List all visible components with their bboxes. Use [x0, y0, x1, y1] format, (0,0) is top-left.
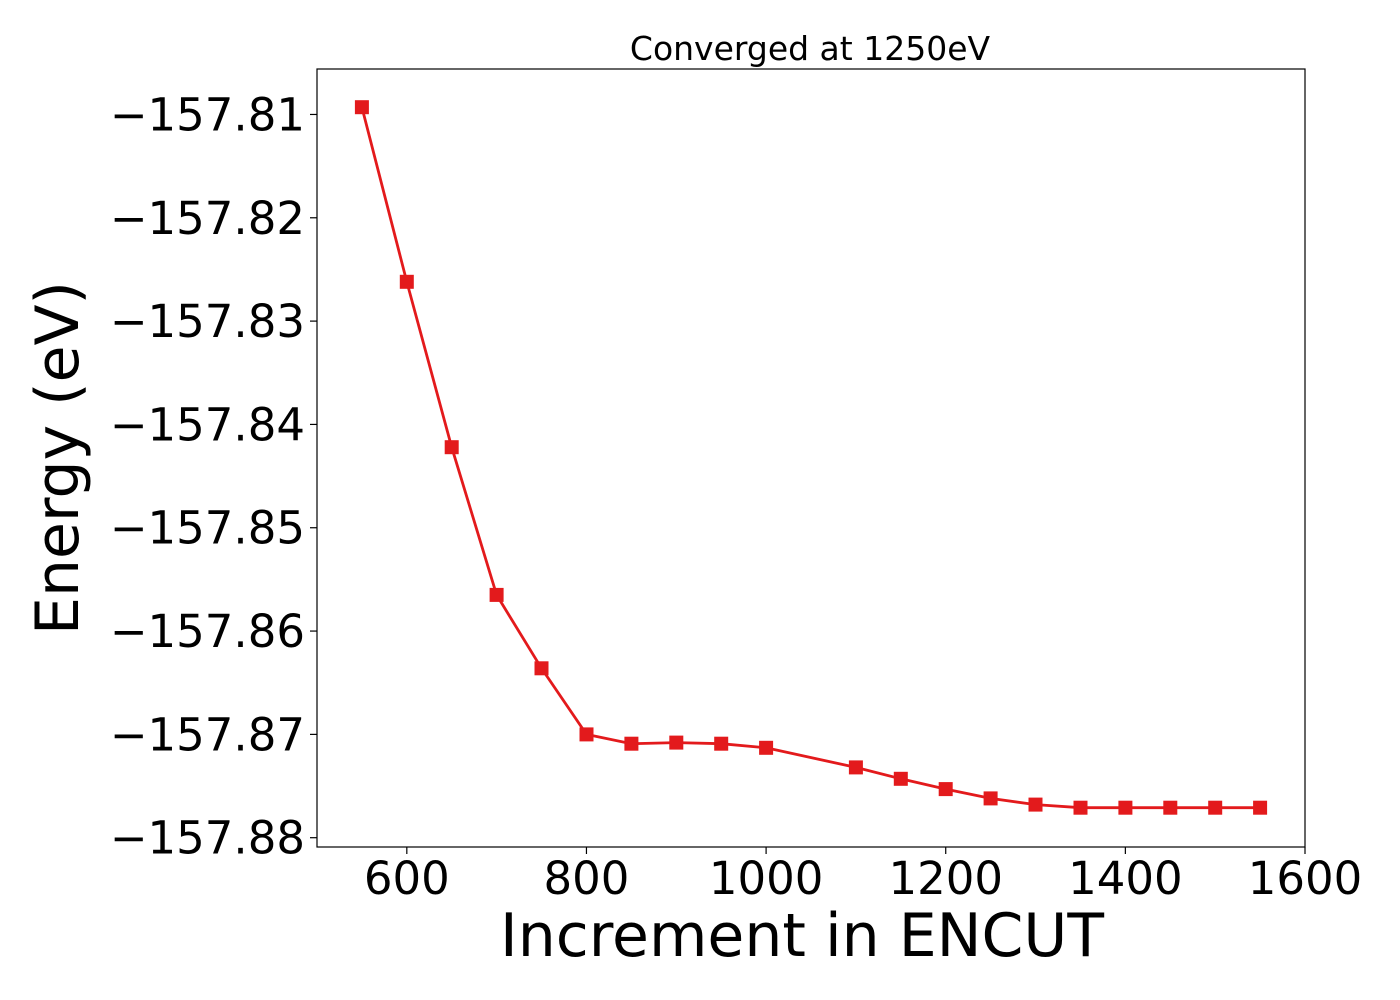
y-tick-label: −157.81 [110, 88, 305, 141]
data-point [1163, 800, 1178, 815]
x-tick-label: 1400 [1068, 852, 1183, 905]
x-tick-label: 600 [364, 852, 450, 905]
data-point [669, 735, 684, 750]
y-tick-label: −157.86 [110, 605, 305, 658]
y-tick-label: −157.87 [110, 708, 305, 761]
plot-frame [316, 68, 1306, 848]
y-tick-label: −157.88 [110, 812, 305, 865]
data-point [624, 736, 639, 751]
y-tick-label: −157.82 [110, 192, 305, 245]
x-tick-label: 1000 [709, 852, 824, 905]
data-point [1118, 800, 1133, 815]
y-tick-label: −157.85 [110, 502, 305, 555]
data-point [534, 661, 549, 676]
data-point [893, 771, 908, 786]
data-point [1208, 800, 1223, 815]
x-tick-label: 1200 [888, 852, 1003, 905]
plot-area: 600 800 1000 1200 1400 1600 −157.81 −157.82 −157… [110, 68, 1363, 905]
y-tick-label: −157.83 [110, 295, 305, 348]
y-tick-label: −157.84 [110, 398, 305, 451]
data-point [354, 100, 369, 115]
data-point [1253, 800, 1268, 815]
data-point [1073, 800, 1088, 815]
x-axis-label: Increment in ENCUT [500, 901, 1104, 971]
series-line [360, 106, 1261, 810]
x-tick-label: 1600 [1248, 852, 1363, 905]
y-axis-label: Energy (eV) [23, 281, 93, 635]
data-point [848, 760, 863, 775]
data-point [714, 736, 729, 751]
chart-title: Converged at 1250eV [630, 29, 991, 68]
data-point [1028, 797, 1043, 812]
data-point [938, 782, 953, 797]
x-tick-label: 800 [544, 852, 630, 905]
data-point [983, 791, 998, 806]
data-point [489, 587, 504, 602]
data-point [759, 740, 774, 755]
data-point [444, 440, 459, 455]
data-point [399, 274, 414, 289]
data-point [579, 727, 594, 742]
